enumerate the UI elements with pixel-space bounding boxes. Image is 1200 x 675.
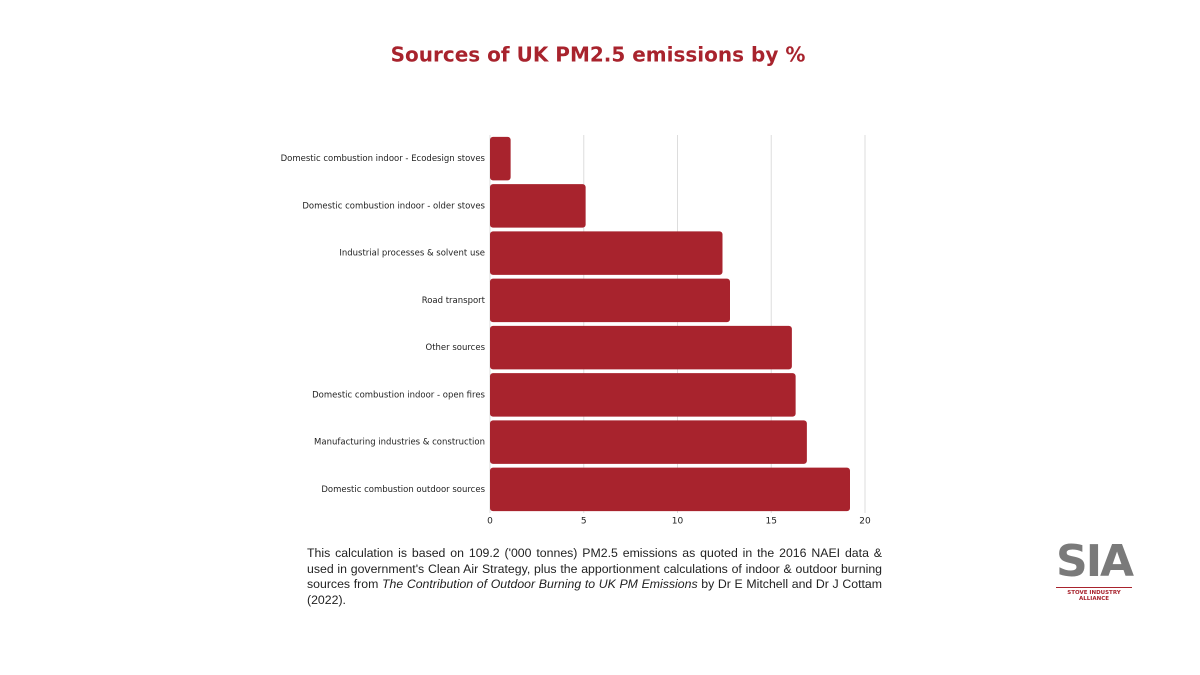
logo-name: STOVE INDUSTRY ALLIANCE xyxy=(1056,587,1132,602)
x-tick-label: 20 xyxy=(859,517,871,527)
bar xyxy=(490,231,723,275)
x-tick-label: 15 xyxy=(766,517,777,527)
y-tick-label: Domestic combustion outdoor sources xyxy=(321,485,485,495)
y-tick-label: Industrial processes & solvent use xyxy=(339,249,485,259)
logo: SIA STOVE INDUSTRY ALLIANCE xyxy=(1056,536,1134,602)
bar xyxy=(490,373,796,417)
bar xyxy=(490,278,730,323)
bar xyxy=(490,467,850,512)
logo-mark: SIA xyxy=(1056,536,1134,587)
x-tick-label: 10 xyxy=(672,517,684,527)
y-tick-label: Other sources xyxy=(426,343,486,353)
y-tick-label: Domestic combustion indoor - older stove… xyxy=(302,201,485,211)
bar xyxy=(490,325,792,370)
x-tick-label: 5 xyxy=(581,517,587,527)
y-tick-label: Road transport xyxy=(422,296,486,306)
bar xyxy=(490,136,511,181)
y-tick-label: Manufacturing industries & construction xyxy=(314,438,485,448)
x-tick-label: 0 xyxy=(487,517,493,527)
bar xyxy=(490,420,807,464)
footnote: This calculation is based on 109.2 ('000… xyxy=(307,546,882,608)
footnote-text: This calculation is based on 109.2 ('000… xyxy=(307,546,882,591)
chart-title: Sources of UK PM2.5 emissions by % xyxy=(391,43,806,67)
y-tick-label: Domestic combustion indoor - open fires xyxy=(312,390,485,400)
footnote-source-rest: by Dr E Mitchell and Dr J Cottam (2022). xyxy=(307,577,882,607)
y-tick-label: Domestic combustion indoor - Ecodesign s… xyxy=(281,154,486,164)
bar xyxy=(490,184,586,228)
footnote-source-title: The Contribution of Outdoor Burning to U… xyxy=(381,577,698,591)
